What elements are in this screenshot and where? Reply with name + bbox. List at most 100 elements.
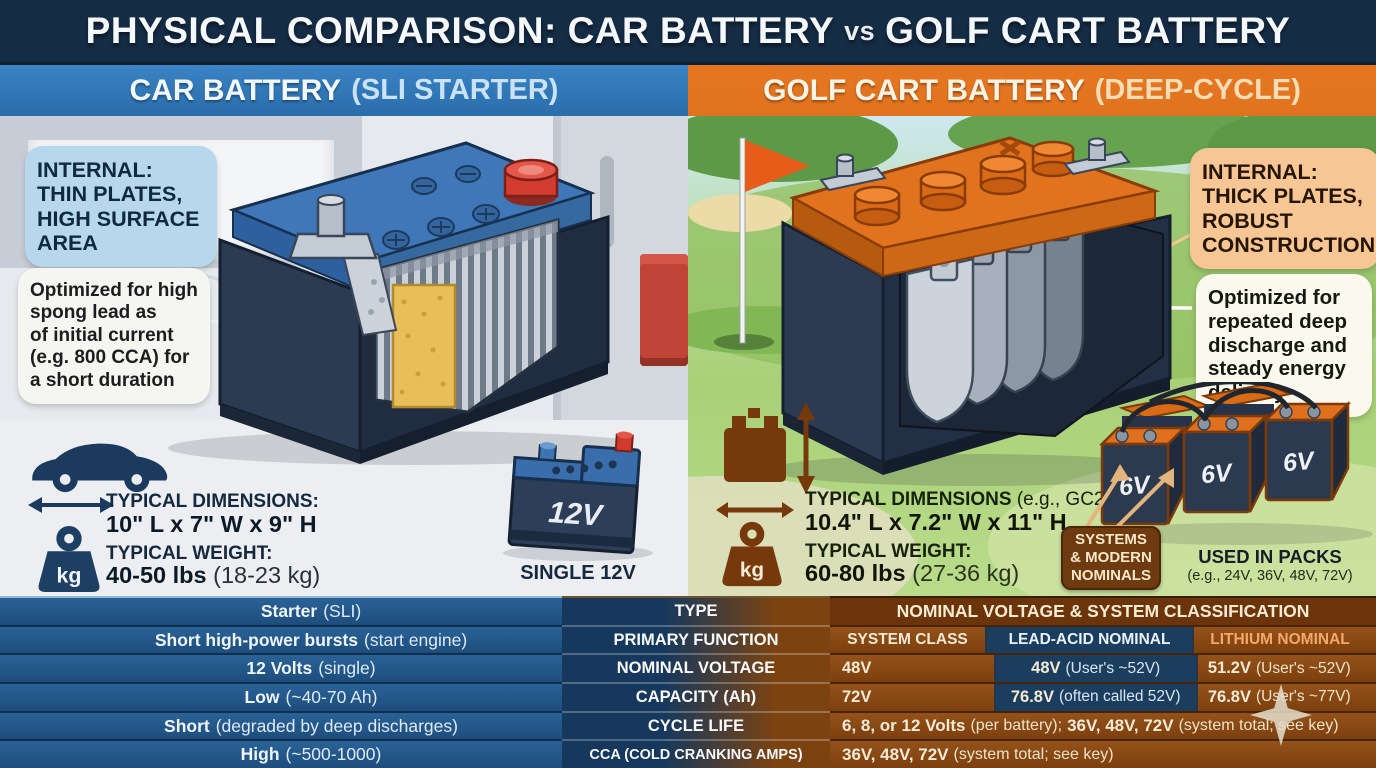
golf-weight-rest: (27-36 kg) — [905, 560, 1020, 586]
golf-dimensions-value: 10.4" L x 7.2" W x 11" H — [805, 509, 1067, 535]
car-dimensions-label: TYPICAL DIMENSIONS: — [106, 491, 319, 512]
lead-acid-value: 76.8V — [1010, 687, 1054, 706]
lithium-value: 76.8V — [1207, 687, 1251, 706]
callout-optimized-current: Optimized for high spong lead as of init… — [18, 268, 210, 405]
classification-subheaders: SYSTEM CLASS LEAD-ACID NOMINAL LITHIUM N… — [830, 626, 1376, 656]
table-voltage-classification: NOMINAL VOLTAGE & SYSTEM CLASSIFICATION … — [830, 596, 1376, 768]
car-weight-label: TYPICAL WEIGHT: — [106, 543, 273, 564]
lithium-note: (User's ~52V) — [1256, 659, 1351, 677]
callout-internal-thick-plates: INTERNAL: THICK PLATES, ROBUST CONSTRUCT… — [1190, 148, 1376, 270]
table-row-voltage-car: 12 Volts (single) — [0, 655, 562, 685]
cell-rest: (~40-70 Ah) — [285, 686, 378, 707]
attr-capacity: CAPACITY (Ah) — [562, 684, 830, 713]
badge-arrows — [1084, 464, 1174, 532]
lead-acid-value: 48V — [1031, 659, 1061, 678]
full-row-bold2: 36V, 48V, 72V — [1067, 716, 1174, 736]
golf-dimensions-label: TYPICAL DIMENSIONS (e.g., GC2): — [805, 490, 1116, 510]
table-attribute-column: TYPE PRIMARY FUNCTION NOMINAL VOLTAGE CA… — [562, 596, 830, 768]
cell-bold: Short high-power bursts — [154, 629, 359, 650]
lead-acid-note: (User's ~52V) — [1065, 659, 1161, 677]
battery-pack-illustration: 6V 6V 6V — [1098, 382, 1373, 545]
cell-rest: (~500-1000) — [285, 744, 382, 765]
weight-kg-icon: kg — [38, 525, 100, 593]
col-lead-acid-nominal: LEAD-ACID NOMINAL — [985, 626, 1194, 654]
golf-dims-label-bold: TYPICAL DIMENSIONS — [805, 489, 1012, 510]
golf-weight-bold: 60-80 lbs — [805, 560, 906, 586]
car-weight-value: 40-50 lbs (18-23 kg) — [106, 563, 320, 588]
classification-row-system-total: 36V, 48V, 72V (system total; see key) — [830, 741, 1376, 768]
pack-battery-label-2: 6V — [1200, 459, 1235, 490]
page-title-left: PHYSICAL COMPARISON: CAR BATTERY — [85, 10, 835, 51]
title-bar: PHYSICAL COMPARISON: CAR BATTERY vs GOLF… — [0, 0, 1376, 65]
kg-label: kg — [57, 563, 82, 587]
cell-rest: (start engine) — [364, 629, 468, 650]
page-title-vs: vs — [844, 15, 876, 46]
car-header-sub: (SLI STARTER) — [351, 74, 559, 106]
single-battery-voltage-label: 12V — [547, 496, 606, 533]
full-row-bold: 36V, 48V, 72V — [842, 744, 949, 764]
cell-rest: (degraded by deep discharges) — [215, 715, 458, 736]
width-arrow-icon — [28, 497, 114, 513]
kg-label-golf: kg — [740, 559, 764, 582]
battery-dimensions-icon — [716, 402, 815, 518]
golf-flag-icon — [714, 137, 810, 350]
single-12v-caption: SINGLE 12V — [520, 562, 636, 584]
golf-header-main: GOLF CART BATTERY — [763, 73, 1085, 107]
tool-cart — [640, 254, 688, 366]
car-icon — [32, 443, 168, 493]
attr-type: TYPE — [562, 598, 830, 627]
full-row-rest: (per battery); — [970, 717, 1063, 735]
single-12v-battery-illustration: 12V — [503, 431, 653, 561]
table-row-type-car: Starter (SLI) — [0, 598, 562, 627]
car-battery-cutaway-illustration — [168, 141, 628, 465]
car-weight-rest: (18-23 kg) — [206, 562, 321, 588]
attr-cycle-life: CYCLE LIFE — [562, 713, 830, 742]
car-weight-bold: 40-50 lbs — [106, 562, 207, 588]
system-class-value: 72V — [842, 687, 872, 706]
full-row-rest: (system total; see key) — [953, 745, 1114, 763]
classification-row-72v: 72V 76.8V (often called 52V) 76.8V (User's… — [830, 684, 1376, 713]
golf-weight-label: TYPICAL WEIGHT: — [805, 541, 972, 562]
golf-battery-cutaway-illustration — [770, 136, 1180, 486]
attr-primary-function: PRIMARY FUNCTION — [562, 627, 830, 656]
golf-battery-header: GOLF CART BATTERY (DEEP-CYCLE) — [688, 65, 1376, 116]
system-class-value: 48V — [842, 659, 872, 678]
golf-header-sub: (DEEP-CYCLE) — [1094, 74, 1301, 106]
table-row-cyclelife-car: Short (degraded by deep discharges) — [0, 712, 562, 742]
classification-row-48v: 48V 48V (User's ~52V) 51.2V (User's ~52V) — [830, 655, 1376, 685]
col-system-class: SYSTEM CLASS — [847, 631, 968, 648]
used-in-packs-sub: (e.g., 24V, 36V, 48V, 72V) — [1187, 568, 1353, 584]
lead-acid-note: (often called 52V) — [1059, 688, 1181, 706]
lithium-note: (User's ~77V) — [1256, 688, 1351, 706]
golf-weight-value: 60-80 lbs (27-36 kg) — [805, 561, 1019, 586]
col-lithium-nominal: LITHIUM NOMINAL — [1210, 631, 1350, 648]
cell-bold: High — [240, 744, 280, 765]
car-header-main: CAR BATTERY — [129, 73, 342, 107]
weight-kg-icon-golf: kg — [722, 521, 782, 587]
table-row-capacity-car: Low (~40-70 Ah) — [0, 684, 562, 713]
golf-dims-label-rest: (e.g., GC2): — [1011, 489, 1117, 510]
cell-bold: Low — [244, 686, 280, 707]
table-car-column: Starter (SLI) Short high-power bursts (sta… — [0, 596, 562, 768]
attr-cca: CCA (COLD CRANKING AMPS) — [562, 741, 830, 768]
car-dimensions-value: 10" L x 7" W x 9" H — [106, 511, 317, 537]
pack-battery-label-3: 6V — [1282, 447, 1317, 478]
full-row-rest2: (system total; see key) — [1178, 717, 1339, 735]
callout-internal-thin-plates: INTERNAL: THIN PLATES, HIGH SURFACE AREA — [25, 146, 217, 268]
car-battery-panel: INTERNAL: THIN PLATES, HIGH SURFACE AREA… — [0, 116, 688, 596]
table-row-function-car: Short high-power bursts (start engine) — [0, 626, 562, 656]
used-in-packs-label: USED IN PACKS — [1198, 546, 1342, 567]
attr-nominal-voltage: NOMINAL VOLTAGE — [562, 655, 830, 685]
cell-bold: Starter — [260, 600, 318, 621]
cell-bold: Short — [164, 715, 210, 736]
systems-nominals-badge: SYSTEMS & MODERN NOMINALS — [1061, 526, 1161, 590]
classification-header: NOMINAL VOLTAGE & SYSTEM CLASSIFICATION — [830, 598, 1376, 627]
cell-bold: 12 Volts — [246, 658, 313, 679]
car-battery-header: CAR BATTERY (SLI STARTER) — [0, 65, 688, 116]
page-title-right: GOLF CART BATTERY — [885, 10, 1291, 51]
cell-rest: (SLI) — [323, 600, 362, 621]
cell-rest: (single) — [318, 658, 376, 679]
lithium-value: 51.2V — [1207, 659, 1251, 678]
table-row-cca-car: High (~500-1000) — [0, 741, 562, 768]
